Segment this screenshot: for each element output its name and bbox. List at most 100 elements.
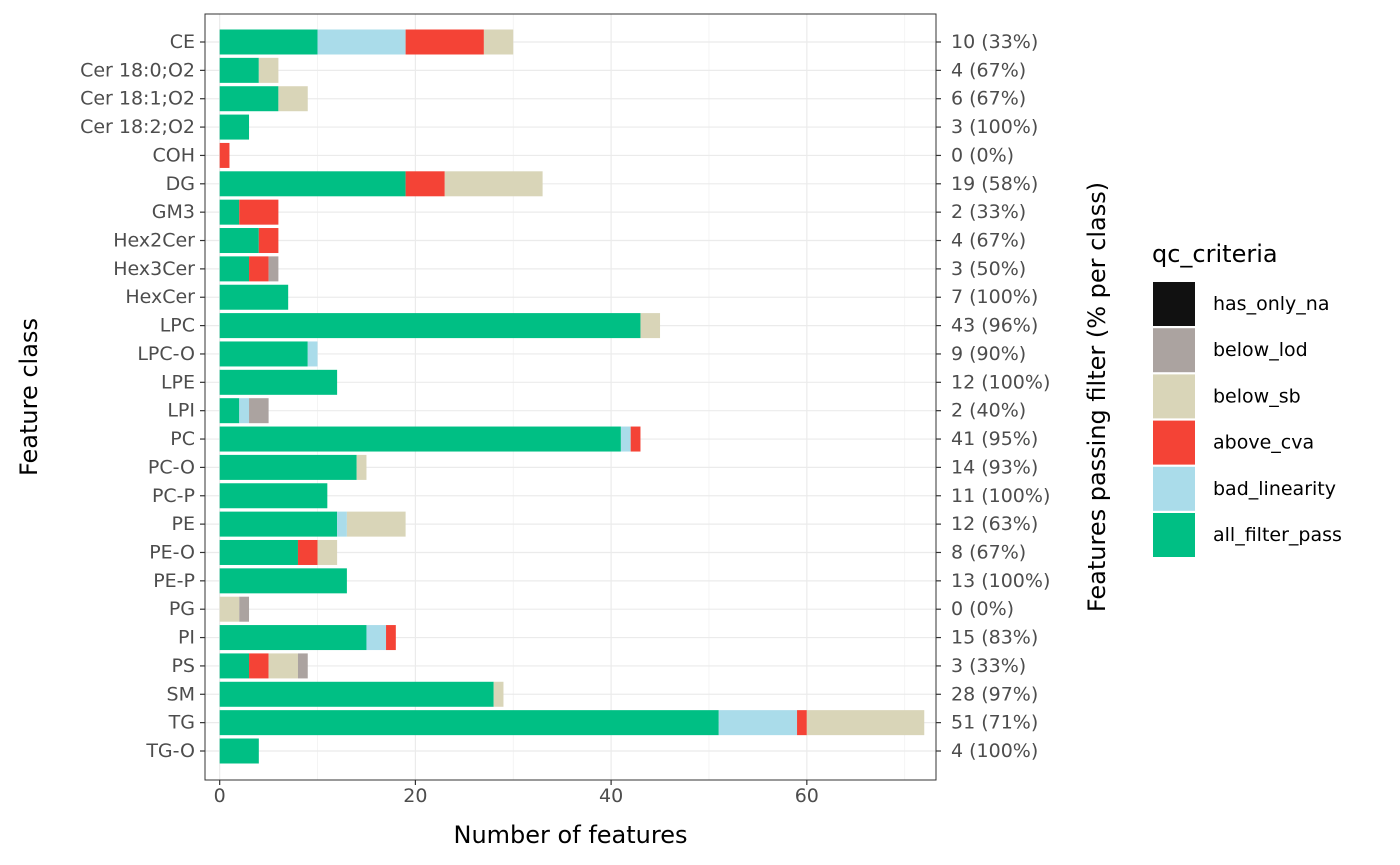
bar-segment-all_filter_pass [219,625,367,651]
y-tick-label: PS [171,655,195,677]
x-axis-title: Number of features [454,821,688,849]
bar-segment-below_sb [640,313,661,339]
pass-label: 11 (100%) [951,485,1050,507]
pass-label: 9 (90%) [951,343,1026,365]
pass-label: 4 (67%) [951,230,1026,252]
y-tick-labels: CE Cer 18:0;O2 Cer 18:1;O2 Cer 18:2;O2 COH DG… [80,31,205,762]
bar-segment-all_filter_pass [219,57,259,83]
legend-key-has_only_na [1153,282,1195,326]
legend-label: below_lod [1213,339,1308,361]
legend-label: has_only_na [1213,293,1329,315]
pass-label: 3 (33%) [951,655,1026,677]
bar-segment-all_filter_pass [219,171,406,197]
bar-segment-all_filter_pass [219,284,289,310]
y-tick-label: Hex2Cer [113,230,195,252]
bar-segment-below_sb [278,86,308,112]
pass-label: 13 (100%) [951,570,1050,592]
legend-key-below_sb [1153,374,1195,419]
bar-segment-above_cva [249,256,269,282]
bar-segment-below_sb [483,29,514,55]
pass-label: 12 (63%) [951,513,1038,535]
bar-segment-bad_linearity [366,625,387,651]
bar-segment-all_filter_pass [219,86,279,112]
bar-segment-all_filter_pass [219,29,318,55]
bar-segment-below_sb [258,57,279,83]
bar-segment-all_filter_pass [219,539,298,565]
y-tick-label: PC [170,428,195,450]
bar-segment-above_cva [405,29,484,55]
y-tick-label: LPE [161,371,195,393]
bar-segment-all_filter_pass [219,199,240,225]
bar-segment-all_filter_pass [219,483,328,509]
y-tick-label: PC-O [148,456,195,478]
pass-label: 4 (100%) [951,740,1038,762]
y-tick-label: PC-P [152,485,195,507]
bar-segment-below_sb [317,539,338,565]
bar-segment-bad_linearity [307,341,318,367]
y-tick-label: TG-O [145,740,195,762]
bar-segment-above_cva [405,171,445,197]
bar-segment-above_cva [219,142,230,168]
pass-label: 14 (93%) [951,456,1038,478]
bar-segment-all_filter_pass [219,653,250,679]
bar-segment-bad_linearity [718,710,798,736]
legend-key-above_cva [1153,420,1195,465]
y-tick-label: PE-O [149,541,195,563]
x-tick-label: 0 [214,785,226,807]
bar-segment-below_lod [297,653,308,679]
legend-label: below_sb [1213,385,1301,407]
x-tick-labels: 0 20 40 60 [214,780,819,807]
legend-key-bad_linearity [1153,466,1195,511]
legend: qc_criteria has_only_na below_lod below_sb… [1152,240,1342,557]
bar-segment-all_filter_pass [219,454,357,480]
y-tick-label: Cer 18:1;O2 [80,88,195,110]
bar-segment-above_cva [239,199,279,225]
pass-labels: 10 (33%) 4 (67%) 6 (67%) 3 (100%) 0 (0%) 19 (… [936,31,1050,762]
bar-segment-all_filter_pass [219,710,719,736]
bar-segment-below_sb [356,454,367,480]
y-tick-label: LPC-O [137,343,195,365]
bars [219,29,925,764]
pass-label: 43 (96%) [951,315,1038,337]
pass-label: 12 (100%) [951,371,1050,393]
legend-key-below_lod [1153,328,1195,373]
y-tick-label: CE [170,31,195,53]
pass-label: 2 (40%) [951,400,1026,422]
bar-segment-below_lod [268,256,279,282]
bar-segment-above_cva [297,539,318,565]
x-tick-label: 40 [599,785,623,807]
pass-label: 0 (0%) [951,598,1014,620]
bar-segment-bad_linearity [317,29,406,55]
bar-segment-above_cva [249,653,269,679]
pass-label: 3 (50%) [951,258,1026,280]
y-tick-label: TG [168,712,195,734]
pass-label: 2 (33%) [951,201,1026,223]
y-tick-label: GM3 [152,201,195,223]
bar-segment-below_sb [268,653,298,679]
bar-segment-all_filter_pass [219,681,494,707]
y-tick-label: Hex3Cer [113,258,195,280]
legend-label: above_cva [1213,432,1314,454]
panel-border [204,13,937,781]
bar-segment-below_lod [249,398,269,424]
bar-segment-above_cva [258,228,279,254]
grid-lines [205,14,936,780]
y-tick-label: DG [166,173,195,195]
legend-title: qc_criteria [1152,240,1278,268]
x-tick-label: 60 [795,785,819,807]
pass-label: 8 (67%) [951,541,1026,563]
bar-segment-below_sb [444,171,543,197]
bar-segment-bad_linearity [337,511,347,537]
pass-label: 19 (58%) [951,173,1038,195]
pass-label: 6 (67%) [951,88,1026,110]
legend-label: all_filter_pass [1213,524,1342,546]
bar-segment-above_cva [386,625,396,651]
pass-label: 51 (71%) [951,712,1038,734]
bar-segment-all_filter_pass [219,114,250,140]
pass-label: 28 (97%) [951,683,1038,705]
bar-segment-below_lod [239,596,250,622]
y-tick-label: SM [167,683,195,705]
pass-label: 7 (100%) [951,286,1038,308]
bar-segment-below_sb [346,511,406,537]
